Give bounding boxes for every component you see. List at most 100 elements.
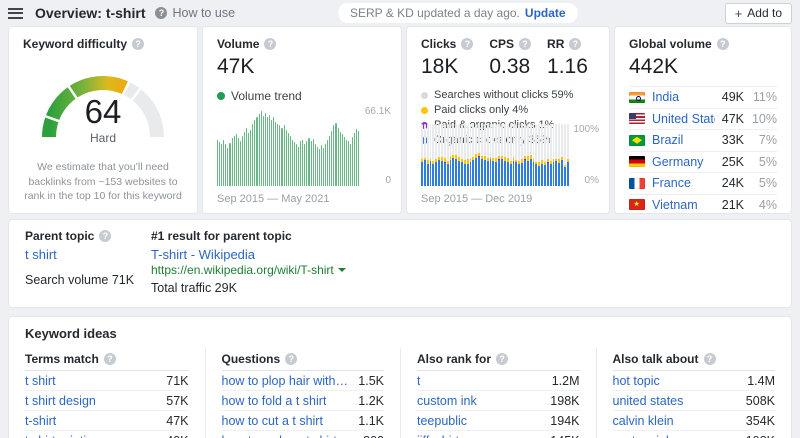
clicks-legend-item: Searches without clicks 59% xyxy=(421,88,595,103)
keyword-link[interactable]: how to fold a t shirt xyxy=(221,393,327,408)
volume-bar xyxy=(335,122,337,186)
keyword-row: t shirt design 57K xyxy=(25,391,189,411)
parent-topic-right: #1 result for parent topic T-shirt - Wik… xyxy=(151,229,346,295)
india-flag-icon xyxy=(629,91,645,103)
keyword-link[interactable]: t shirt printing xyxy=(25,434,100,438)
clicks-bar xyxy=(483,124,486,186)
help-icon[interactable] xyxy=(99,230,112,242)
top-result-url[interactable]: https://en.wikipedia.org/wiki/T-shirt xyxy=(151,263,346,277)
help-icon[interactable] xyxy=(716,38,729,50)
clicks-bar xyxy=(546,124,549,186)
keyword-link[interactable]: jiffyshirts xyxy=(417,434,465,438)
keyword-row: calvin klein 354K xyxy=(612,411,775,431)
volume-bar xyxy=(264,113,266,186)
keyword-link[interactable]: calvin klein xyxy=(612,413,674,428)
clicks-stat-value: 18K xyxy=(421,55,459,78)
help-icon[interactable] xyxy=(461,38,474,50)
keyword-row: how to plop hair with a t shirt 1.5K xyxy=(221,371,384,391)
volume-bar xyxy=(339,131,341,186)
country-link[interactable]: India xyxy=(652,90,680,105)
volume-bar xyxy=(333,125,335,186)
keyword-link[interactable]: teepublic xyxy=(417,413,468,428)
country-link[interactable]: Vietnam xyxy=(652,197,698,212)
how-to-use-link[interactable]: How to use xyxy=(155,6,235,20)
volume-bar xyxy=(331,130,333,186)
help-icon[interactable] xyxy=(496,353,509,365)
axis-max-label: 66.1K xyxy=(364,106,391,117)
help-icon[interactable] xyxy=(103,353,116,365)
keyword-volume: 508K xyxy=(745,393,775,408)
clicks-stat-label: Clicks xyxy=(421,37,474,51)
country-row[interactable]: Brazil 33K 7% xyxy=(629,129,777,151)
axis-min-label: 0 xyxy=(385,175,391,186)
country-row[interactable]: France 24K 5% xyxy=(629,172,777,194)
help-icon[interactable] xyxy=(519,38,532,50)
volume-bar xyxy=(298,146,300,186)
volume-card: Volume 47K Volume trend 66.1K 0 Sep 2015… xyxy=(202,26,402,214)
clicks-bar xyxy=(441,124,443,186)
update-link[interactable]: Update xyxy=(524,6,566,20)
keyword-row: custom ink 198K xyxy=(613,431,776,438)
keyword-link[interactable]: t shirt xyxy=(25,373,56,388)
keyword-link[interactable]: hot topic xyxy=(612,373,660,388)
clicks-bar xyxy=(461,124,463,186)
country-row[interactable]: India 49K 11% xyxy=(629,86,777,108)
column-header: Also rank for xyxy=(417,348,580,371)
country-row[interactable]: Vietnam 21K 4% xyxy=(629,193,777,216)
country-row[interactable]: United States 47K 10% xyxy=(629,107,777,130)
country-volume: 21K xyxy=(721,197,744,212)
help-icon[interactable] xyxy=(703,353,716,365)
clicks-bar xyxy=(489,124,492,186)
clicks-bar xyxy=(481,124,483,186)
chevron-down-icon[interactable] xyxy=(337,268,346,272)
clicks-bar xyxy=(506,124,509,186)
top-bar: Overview: t-shirt How to use SERP & KD u… xyxy=(0,0,800,26)
keyword-volume: 57K xyxy=(166,393,189,408)
help-icon[interactable] xyxy=(264,38,277,50)
country-row[interactable]: Germany 25K 5% xyxy=(629,150,777,173)
volume-bar xyxy=(304,144,306,186)
volume-bar xyxy=(295,144,298,186)
keyword-volume: 194K xyxy=(550,413,580,428)
keyword-link[interactable]: custom ink xyxy=(417,393,477,408)
parent-topic-left: Parent topic t shirt Search volume 71K xyxy=(25,229,151,295)
keyword-link[interactable]: t-shirt xyxy=(25,413,57,428)
menu-icon[interactable] xyxy=(8,7,23,19)
legend-dot xyxy=(421,107,428,114)
volume-trend-dot xyxy=(217,92,225,100)
add-to-button[interactable]: + Add to xyxy=(724,2,792,24)
keyword-link[interactable]: united states xyxy=(612,393,684,408)
country-link[interactable]: France xyxy=(652,176,691,191)
help-icon[interactable] xyxy=(132,38,145,50)
volume-bar xyxy=(293,142,295,186)
keyword-link[interactable]: how to plop hair with a t shirt xyxy=(221,373,351,388)
volume-bar xyxy=(275,122,277,186)
axis-min-label: 0% xyxy=(584,175,599,186)
country-link[interactable]: Germany xyxy=(652,154,704,169)
country-volume: 33K xyxy=(721,133,744,148)
keyword-link[interactable]: how to cut a t shirt xyxy=(221,413,323,428)
volume-bar xyxy=(289,136,291,186)
volume-bar xyxy=(337,127,339,186)
help-icon[interactable] xyxy=(569,38,582,50)
keyword-volume: 198K xyxy=(746,434,775,438)
volume-bar xyxy=(318,149,320,186)
volume-bar xyxy=(308,138,310,186)
keyword-link[interactable]: custom ink xyxy=(613,434,673,438)
help-icon[interactable] xyxy=(285,353,298,365)
parent-topic-keyword-link[interactable]: t shirt xyxy=(25,247,57,262)
keyword-ideas-column: Questionshow to plop hair with a t shirt… xyxy=(204,348,401,438)
global-volume-card: Global volume 442K India 49K 11% United Sta… xyxy=(614,26,792,214)
keyword-link[interactable]: how to make a t shirt quilt xyxy=(222,434,356,438)
keyword-row: how to cut a t shirt 1.1K xyxy=(221,411,384,431)
country-link[interactable]: United States xyxy=(652,111,715,126)
volume-bar xyxy=(320,145,322,186)
keyword-link[interactable]: t shirt design xyxy=(25,393,96,408)
keyword-link[interactable]: t xyxy=(417,373,421,388)
top-result-link[interactable]: T-shirt - Wikipedia xyxy=(151,247,256,262)
country-percent: 11% xyxy=(752,90,777,105)
clicks-bar xyxy=(526,124,529,186)
country-link[interactable]: Brazil xyxy=(652,133,684,148)
clicks-bar xyxy=(558,124,561,186)
